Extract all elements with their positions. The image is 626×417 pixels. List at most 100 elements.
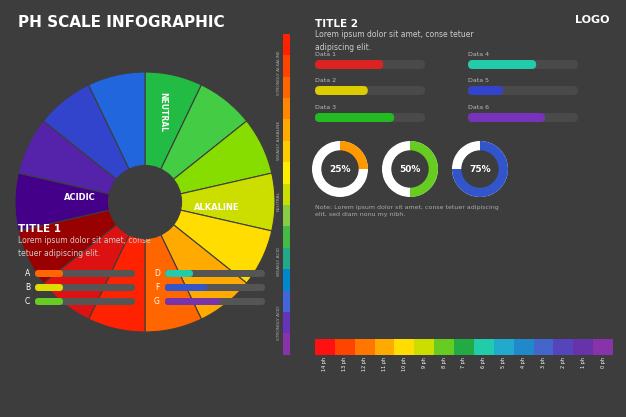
Text: 1 ph: 1 ph [581, 357, 586, 368]
Circle shape [108, 166, 182, 239]
Text: Data 5: Data 5 [468, 78, 489, 83]
FancyBboxPatch shape [315, 60, 383, 69]
Bar [355, 339, 375, 355]
Text: PH SCALE INFOGRAPHIC: PH SCALE INFOGRAPHIC [18, 15, 225, 30]
FancyBboxPatch shape [468, 113, 545, 122]
Bar [283, 183, 290, 205]
Text: 11 ph: 11 ph [382, 357, 387, 371]
Bar [514, 339, 534, 355]
Text: 9 ph: 9 ph [422, 357, 427, 368]
FancyBboxPatch shape [315, 86, 368, 95]
Circle shape [322, 151, 358, 187]
Bar [283, 34, 290, 55]
Text: WEAKLY ALKALINE: WEAKLY ALKALINE [277, 121, 281, 160]
FancyBboxPatch shape [468, 86, 503, 95]
Text: 7 ph: 7 ph [461, 357, 466, 368]
FancyBboxPatch shape [315, 113, 394, 122]
Wedge shape [145, 202, 202, 332]
Wedge shape [452, 141, 508, 197]
Text: Note: Lorem ipsum dolor sit amet, conse tetuer adipiscing
elit, sed diam nonu my: Note: Lorem ipsum dolor sit amet, conse … [315, 205, 499, 217]
Wedge shape [410, 141, 438, 197]
Text: Data 1: Data 1 [315, 52, 336, 57]
Bar [283, 55, 290, 77]
Text: 6 ph: 6 ph [481, 357, 486, 368]
Text: TITLE 2: TITLE 2 [315, 19, 358, 29]
Text: NEUTRAL: NEUTRAL [277, 191, 281, 211]
Wedge shape [145, 121, 272, 202]
Text: 2 ph: 2 ph [561, 357, 566, 368]
Text: 12 ph: 12 ph [362, 357, 367, 371]
Wedge shape [89, 72, 145, 202]
Bar [283, 205, 290, 226]
Text: 25%: 25% [329, 164, 351, 173]
Text: F: F [156, 283, 160, 292]
Wedge shape [89, 202, 145, 332]
Text: Data 3: Data 3 [315, 105, 336, 110]
FancyBboxPatch shape [468, 113, 578, 122]
Bar [533, 339, 554, 355]
Bar [494, 339, 514, 355]
FancyBboxPatch shape [35, 298, 135, 305]
FancyBboxPatch shape [468, 60, 536, 69]
FancyBboxPatch shape [35, 284, 135, 291]
Bar [573, 339, 593, 355]
Text: STRONGLY ALKALINE: STRONGLY ALKALINE [277, 50, 281, 95]
Bar [283, 98, 290, 120]
Wedge shape [43, 85, 145, 202]
Wedge shape [382, 141, 438, 197]
Wedge shape [18, 202, 145, 283]
FancyBboxPatch shape [165, 298, 265, 305]
Text: NEUTRAL: NEUTRAL [158, 92, 168, 132]
Text: ACIDIC: ACIDIC [64, 193, 96, 201]
Text: 75%: 75% [470, 164, 491, 173]
Text: Data 6: Data 6 [468, 105, 489, 110]
Bar [374, 339, 395, 355]
FancyBboxPatch shape [468, 60, 578, 69]
Text: 0 ph: 0 ph [600, 357, 605, 368]
Bar [283, 119, 290, 141]
Wedge shape [145, 72, 202, 202]
Circle shape [462, 151, 498, 187]
Text: STRONGLY ACID: STRONGLY ACID [277, 306, 281, 340]
Text: A: A [25, 269, 30, 278]
Text: G: G [154, 297, 160, 306]
Text: 14 ph: 14 ph [322, 357, 327, 371]
Bar [474, 339, 494, 355]
Wedge shape [145, 202, 272, 283]
Circle shape [392, 151, 428, 187]
Text: WEAKLY ACID: WEAKLY ACID [277, 247, 281, 276]
Bar [283, 226, 290, 248]
FancyBboxPatch shape [315, 113, 425, 122]
Text: B: B [25, 283, 30, 292]
Bar [283, 333, 290, 355]
Bar [283, 291, 290, 312]
Bar [414, 339, 434, 355]
FancyBboxPatch shape [35, 270, 135, 277]
FancyBboxPatch shape [35, 270, 63, 277]
FancyBboxPatch shape [165, 270, 193, 277]
Wedge shape [15, 173, 145, 231]
FancyBboxPatch shape [165, 298, 220, 305]
Wedge shape [452, 141, 508, 197]
Bar [315, 339, 335, 355]
Text: 8 ph: 8 ph [441, 357, 446, 368]
Bar [283, 141, 290, 162]
Text: 5 ph: 5 ph [501, 357, 506, 368]
Text: Lorem ipsum dolor sit amet, conse tetuer
adipiscing elit.: Lorem ipsum dolor sit amet, conse tetuer… [315, 30, 474, 52]
Wedge shape [43, 202, 145, 319]
Wedge shape [312, 141, 368, 197]
Wedge shape [145, 173, 275, 231]
FancyBboxPatch shape [35, 284, 63, 291]
Wedge shape [145, 85, 247, 202]
Text: Lorem ipsum dolor sit amet, conse
tetuer adipiscing elit.: Lorem ipsum dolor sit amet, conse tetuer… [18, 236, 151, 258]
Text: Data 4: Data 4 [468, 52, 489, 57]
Text: 13 ph: 13 ph [342, 357, 347, 371]
Text: D: D [154, 269, 160, 278]
Bar [454, 339, 475, 355]
Text: TITLE 1: TITLE 1 [18, 224, 61, 234]
Text: ALKALINE: ALKALINE [194, 203, 240, 211]
Wedge shape [145, 202, 247, 319]
Wedge shape [18, 121, 145, 202]
FancyBboxPatch shape [165, 270, 265, 277]
Text: LOGO: LOGO [575, 15, 610, 25]
